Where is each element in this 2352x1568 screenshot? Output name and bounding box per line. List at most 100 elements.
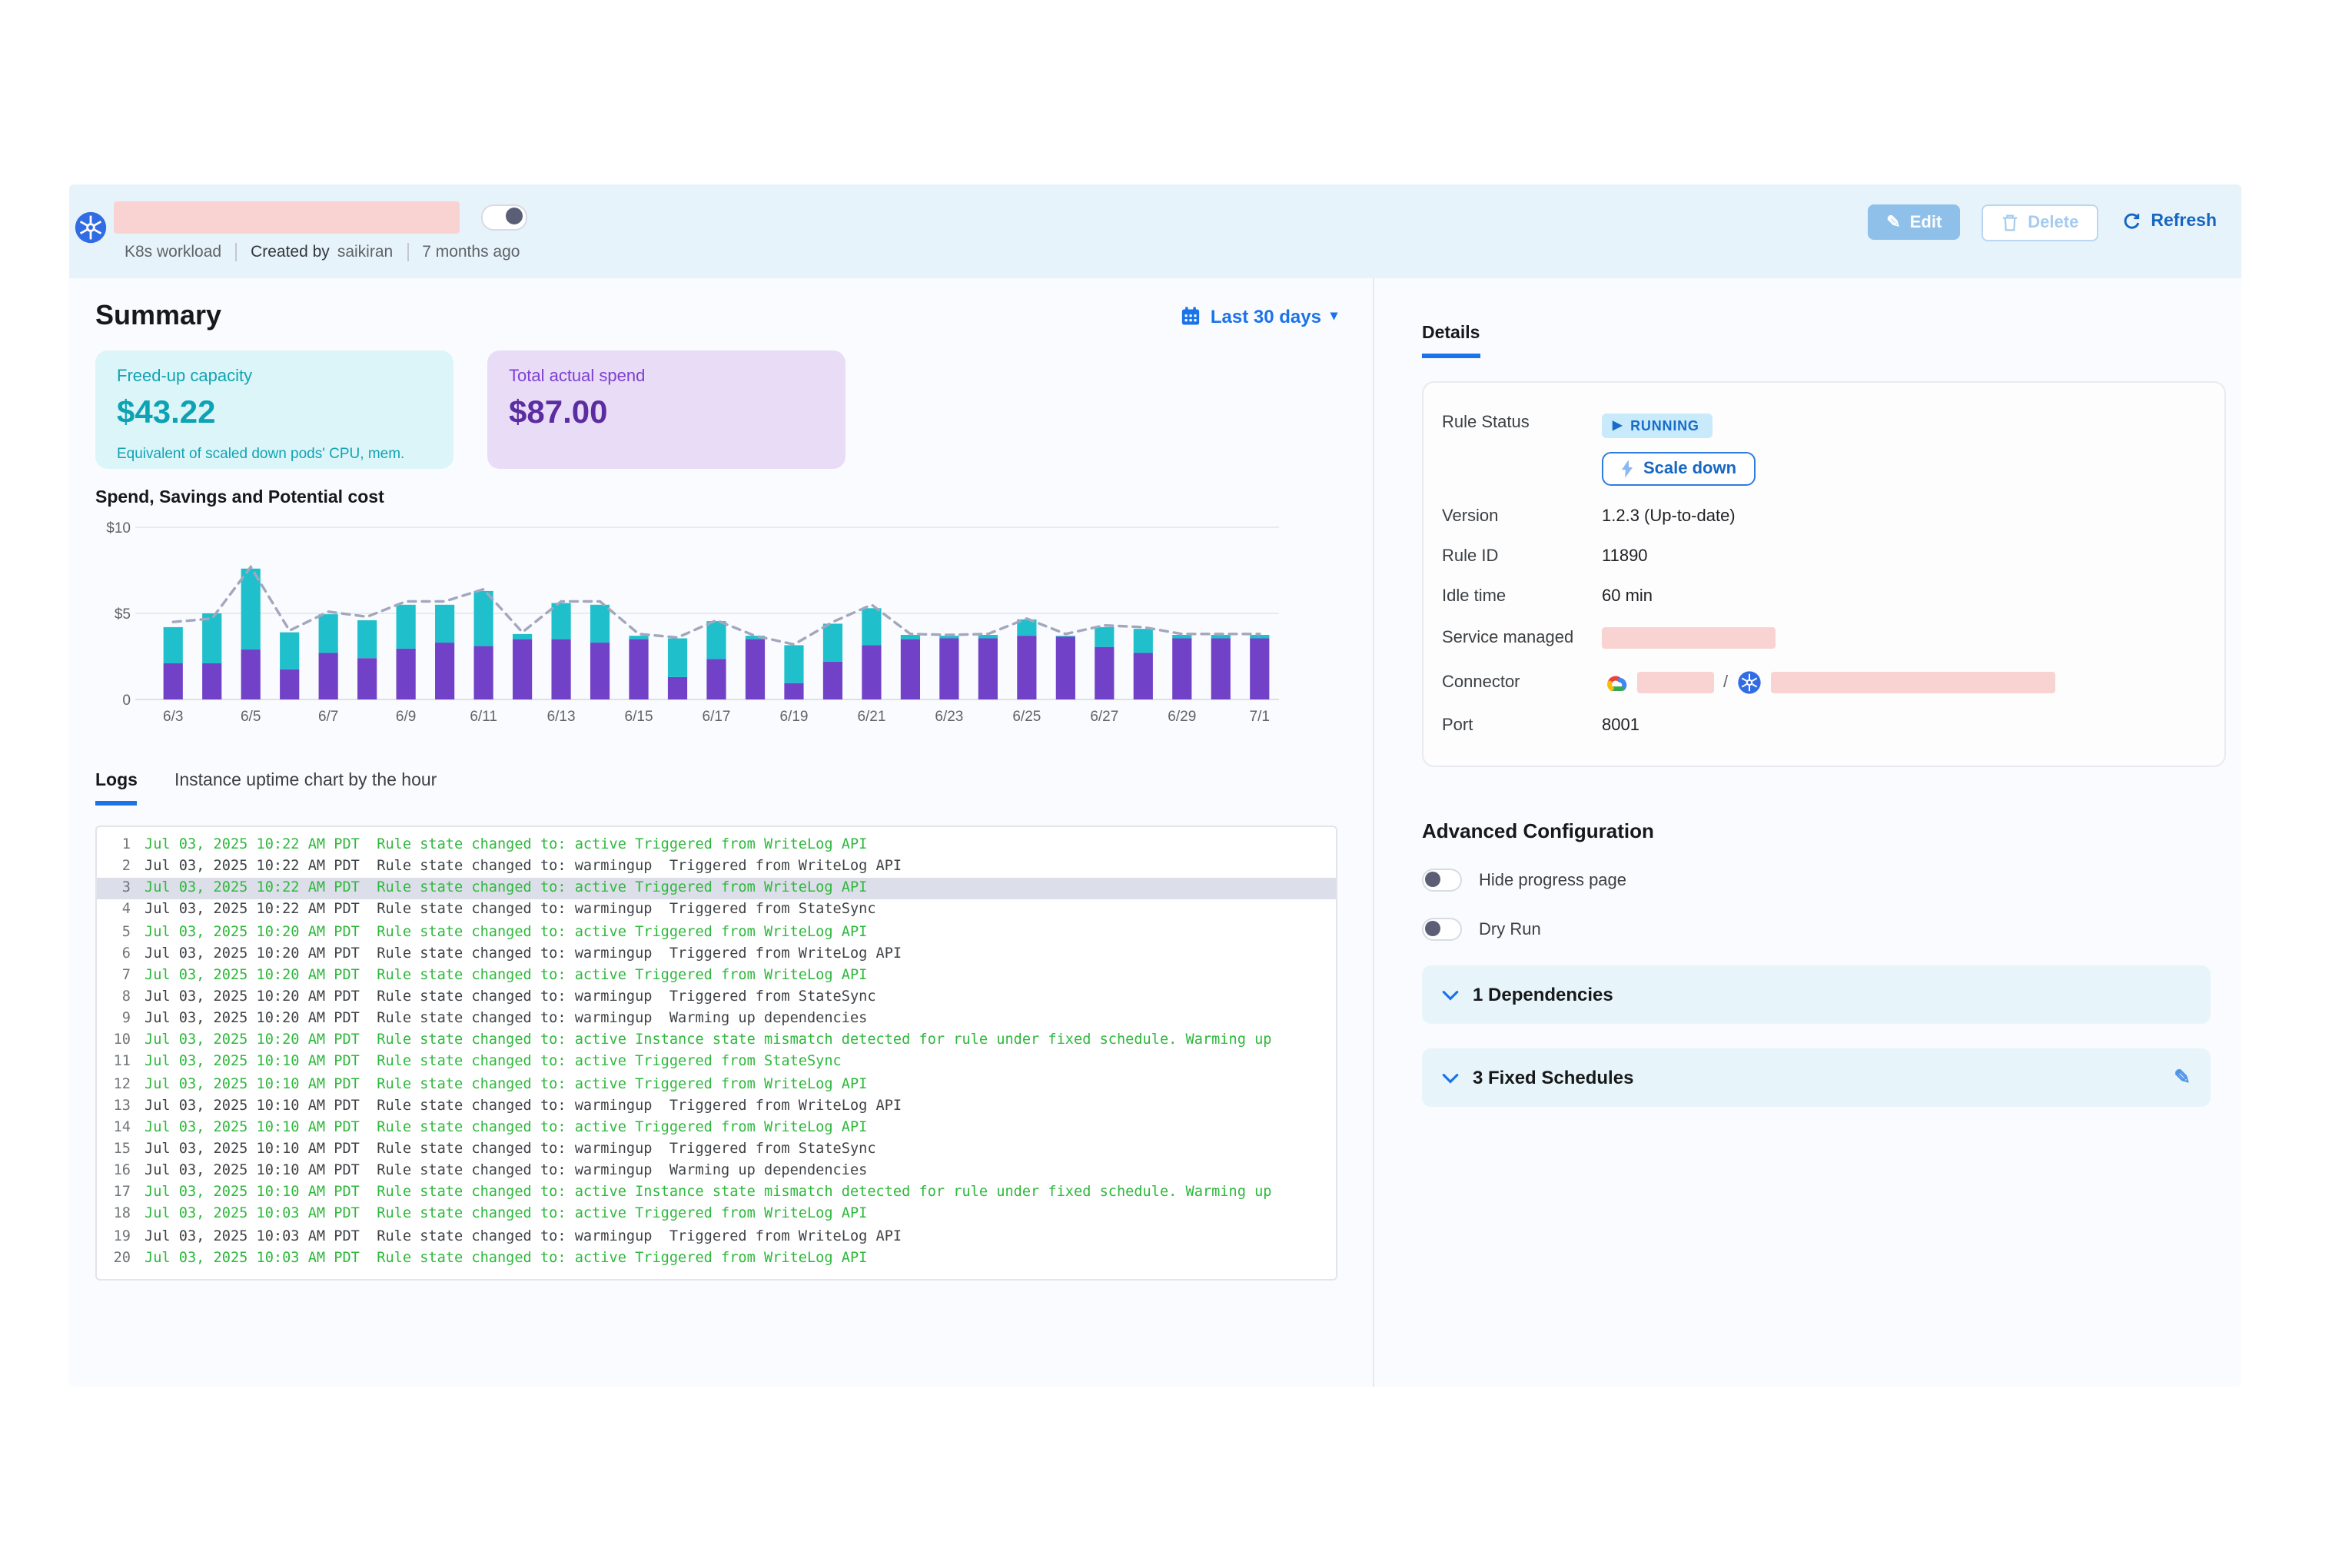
date-range-selector[interactable]: Last 30 days ▾ [1181,305,1337,327]
log-message: Jul 03, 2025 10:22 AM PDT Rule state cha… [145,836,868,853]
log-row[interactable]: 12 Jul 03, 2025 10:10 AM PDT Rule state c… [97,1074,1336,1095]
port-value: 8001 [1602,716,1639,735]
date-range-label: Last 30 days [1210,305,1321,327]
log-row[interactable]: 6 Jul 03, 2025 10:20 AM PDT Rule state ch… [97,943,1336,965]
log-line-number: 15 [113,1140,131,1158]
play-icon: ▶ [1613,418,1623,432]
created-by-user: saikiran [337,243,394,261]
dry-run-toggle[interactable] [1422,918,1462,941]
workload-identity: K8s workload Created by saikiran 7 month… [74,201,527,278]
svg-text:0: 0 [122,693,131,709]
details-column: Details Rule Status ▶ RUNNING [1373,278,2241,1387]
hide-progress-page-toggle[interactable] [1422,869,1462,892]
connector-redacted-1 [1637,672,1714,693]
log-tabs: Logs Instance uptime chart by the hour [95,772,1373,806]
log-message: Jul 03, 2025 10:20 AM PDT Rule state cha… [145,966,868,984]
delete-button[interactable]: Delete [1982,204,2099,241]
tab-details[interactable]: Details [1422,324,1480,358]
log-message: Jul 03, 2025 10:10 AM PDT Rule state cha… [145,1053,842,1071]
tab-instance-uptime[interactable]: Instance uptime chart by the hour [174,772,437,790]
log-row[interactable]: 4 Jul 03, 2025 10:22 AM PDT Rule state ch… [97,900,1336,922]
log-row[interactable]: 7 Jul 03, 2025 10:20 AM PDT Rule state ch… [97,965,1336,987]
svg-text:6/13: 6/13 [547,709,576,725]
log-row[interactable]: 11 Jul 03, 2025 10:10 AM PDT Rule state c… [97,1052,1336,1074]
log-message: Jul 03, 2025 10:03 AM PDT Rule state cha… [145,1205,868,1223]
logs-list: 1 Jul 03, 2025 10:22 AM PDT Rule state ch… [95,826,1337,1281]
log-message: Jul 03, 2025 10:10 AM PDT Rule state cha… [145,1097,902,1115]
workload-enabled-toggle[interactable] [481,204,527,231]
log-message: Jul 03, 2025 10:20 AM PDT Rule state cha… [145,1031,1272,1049]
dependencies-section[interactable]: 1 Dependencies [1422,965,2211,1024]
log-row[interactable]: 2 Jul 03, 2025 10:22 AM PDT Rule state ch… [97,856,1336,878]
svg-text:6/17: 6/17 [703,709,731,725]
log-message: Jul 03, 2025 10:20 AM PDT Rule state cha… [145,945,902,962]
log-line-number: 16 [113,1162,131,1180]
status-badge: ▶ RUNNING [1602,414,1713,438]
svg-text:6/21: 6/21 [857,709,885,725]
log-row[interactable]: 14 Jul 03, 2025 10:10 AM PDT Rule state c… [97,1118,1336,1139]
log-row[interactable]: 10 Jul 03, 2025 10:20 AM PDT Rule state c… [97,1031,1336,1052]
log-row[interactable]: 19 Jul 03, 2025 10:03 AM PDT Rule state c… [97,1226,1336,1247]
log-message: Jul 03, 2025 10:10 AM PDT Rule state cha… [145,1184,1272,1201]
refresh-icon [2123,212,2141,231]
log-message: Jul 03, 2025 10:10 AM PDT Rule state cha… [145,1162,868,1180]
svg-text:6/25: 6/25 [1012,709,1041,725]
log-line-number: 11 [113,1053,131,1071]
log-line-number: 4 [121,901,131,919]
log-line-number: 9 [121,1010,131,1028]
connector-separator: / [1723,673,1729,692]
log-line-number: 1 [121,836,131,853]
version-label: Version [1442,507,1499,526]
log-line-number: 8 [121,988,131,1005]
fixed-schedules-label: 3 Fixed Schedules [1473,1067,1634,1088]
workload-meta: K8s workload Created by saikiran 7 month… [114,243,527,261]
header-actions: ✎ Edit Delete [1868,201,2220,278]
log-message: Jul 03, 2025 10:20 AM PDT Rule state cha… [145,923,868,941]
gcp-cloud-icon [1602,673,1628,693]
edit-schedules-pencil-icon[interactable]: ✎ [2174,1065,2191,1088]
svg-text:$10: $10 [106,520,131,537]
log-row[interactable]: 15 Jul 03, 2025 10:10 AM PDT Rule state c… [97,1139,1336,1161]
log-row[interactable]: 13 Jul 03, 2025 10:10 AM PDT Rule state c… [97,1095,1336,1117]
log-row[interactable]: 17 Jul 03, 2025 10:10 AM PDT Rule state c… [97,1183,1336,1204]
version-value: 1.2.3 (Up-to-date) [1602,507,1736,526]
connector-label: Connector [1442,673,1520,692]
log-message: Jul 03, 2025 10:10 AM PDT Rule state cha… [145,1075,868,1093]
rule-id-value: 11890 [1602,547,1648,566]
connector-value: / [1602,670,2056,695]
log-line-number: 18 [113,1205,131,1223]
log-line-number: 17 [113,1184,131,1201]
log-row[interactable]: 1 Jul 03, 2025 10:22 AM PDT Rule state ch… [97,835,1336,856]
advanced-config-heading: Advanced Configuration [1422,819,1654,842]
scale-down-button[interactable]: Scale down [1602,452,1756,486]
log-row[interactable]: 18 Jul 03, 2025 10:03 AM PDT Rule state c… [97,1204,1336,1226]
fixed-schedules-section[interactable]: 3 Fixed Schedules ✎ [1422,1048,2211,1107]
freed-up-capacity-card: Freed-up capacity $43.22 Equivalent of s… [95,350,453,469]
summary-cards: Freed-up capacity $43.22 Equivalent of s… [95,350,1373,469]
summary-heading: Summary [95,300,222,331]
tab-logs[interactable]: Logs [95,772,138,806]
rule-id-label: Rule ID [1442,547,1499,566]
calendar-icon [1181,306,1201,326]
log-row[interactable]: 3 Jul 03, 2025 10:22 AM PDT Rule state ch… [97,878,1336,900]
log-row[interactable]: 9 Jul 03, 2025 10:20 AM PDT Rule state ch… [97,1008,1336,1030]
idle-time-value: 60 min [1602,587,1653,606]
svg-text:7/1: 7/1 [1250,709,1270,725]
card-label: Total actual spend [509,367,646,386]
connector-redacted-2 [1771,672,2056,693]
svg-text:$5: $5 [115,606,131,623]
service-managed-label: Service managed [1442,629,1574,647]
log-line-number: 10 [113,1031,131,1049]
panel-body: Summary [69,278,2241,1387]
log-row[interactable]: 20 Jul 03, 2025 10:03 AM PDT Rule state c… [97,1247,1336,1269]
log-row[interactable]: 5 Jul 03, 2025 10:20 AM PDT Rule state ch… [97,922,1336,943]
total-spend-card: Total actual spend $87.00 [487,350,845,469]
log-row[interactable]: 8 Jul 03, 2025 10:20 AM PDT Rule state ch… [97,987,1336,1008]
title-block: K8s workload Created by saikiran 7 month… [114,201,527,278]
idle-time-label: Idle time [1442,587,1507,606]
workload-name-redacted [114,201,460,234]
edit-button[interactable]: ✎ Edit [1868,204,1961,240]
summary-column: Summary [69,278,1373,1387]
log-row[interactable]: 16 Jul 03, 2025 10:10 AM PDT Rule state c… [97,1161,1336,1182]
refresh-button[interactable]: Refresh [2120,204,2220,238]
